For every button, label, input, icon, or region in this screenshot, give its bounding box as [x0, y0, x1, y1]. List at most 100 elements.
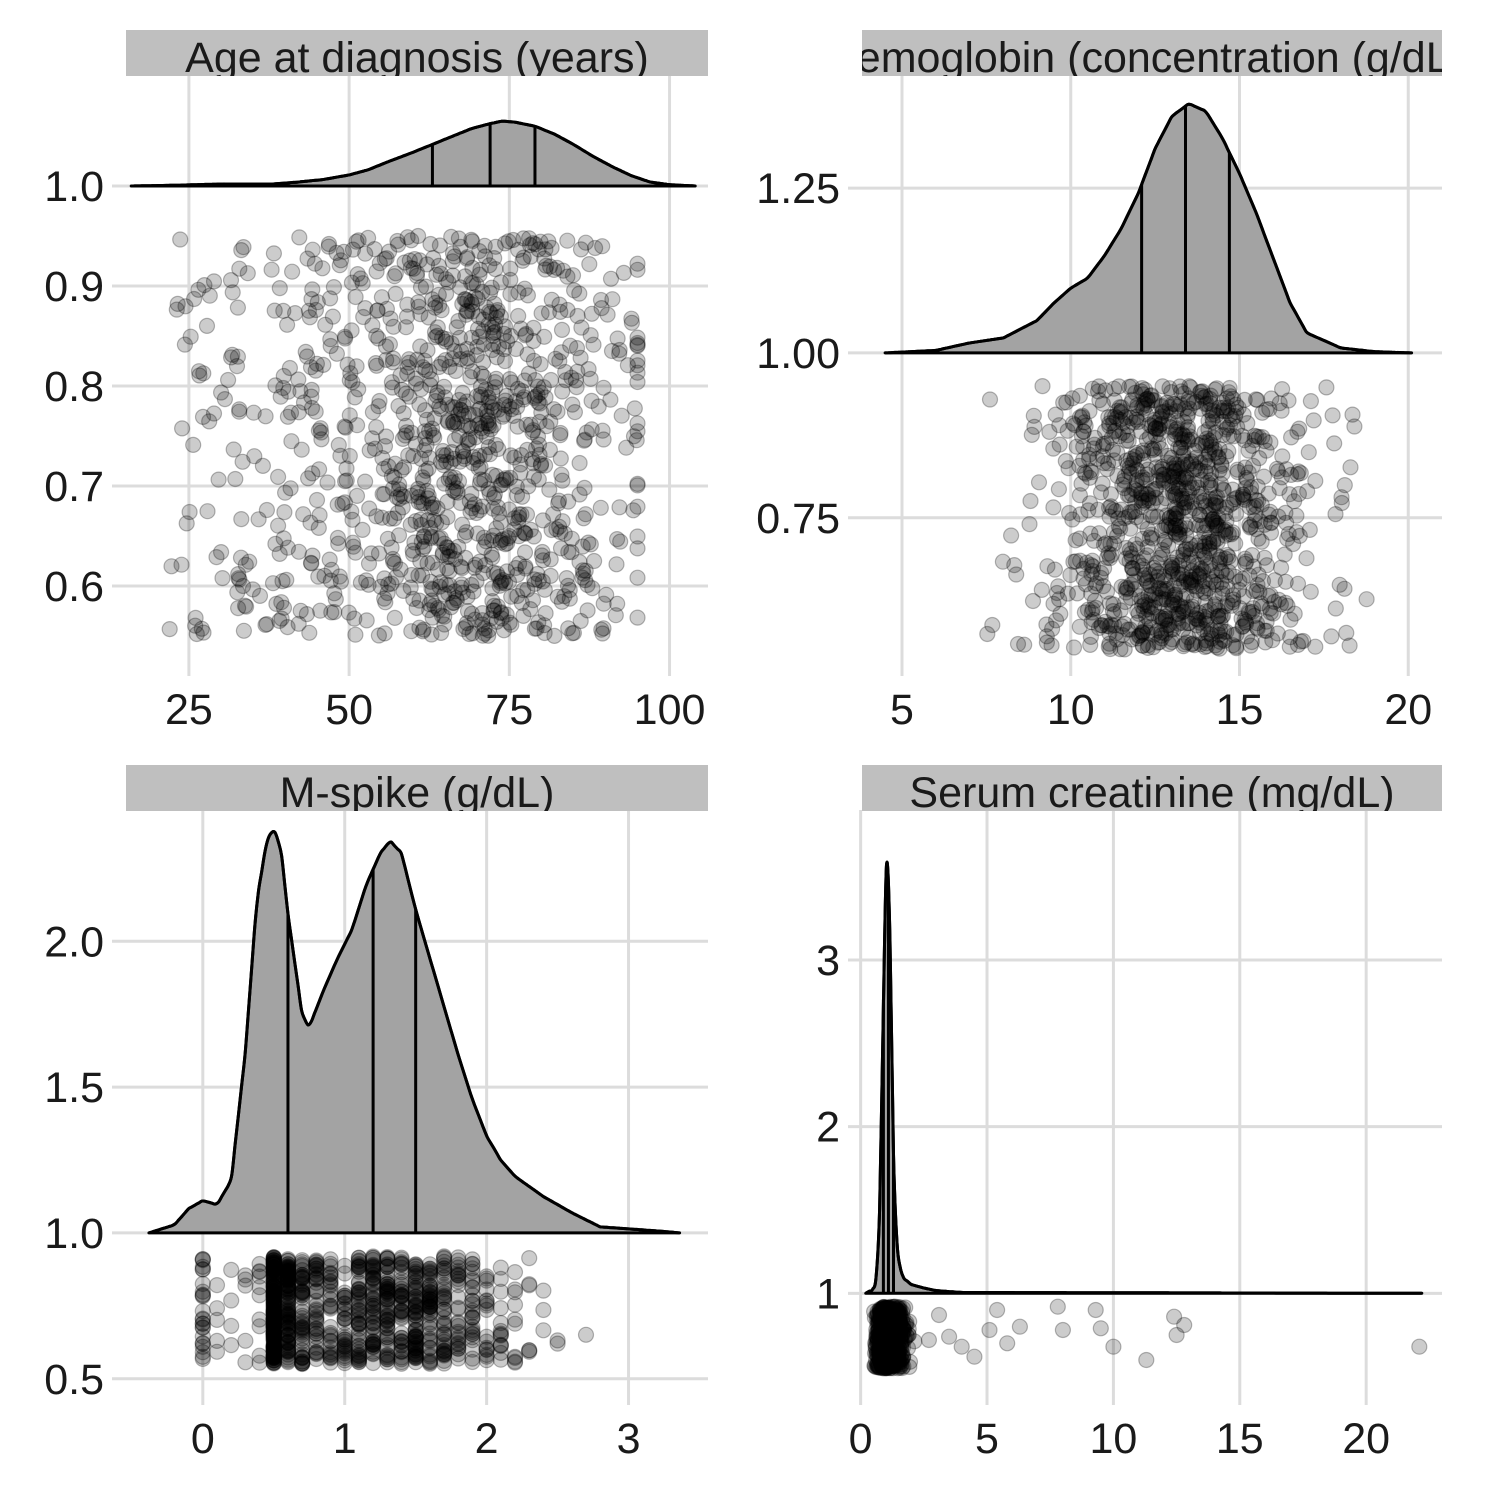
- data-point: [1045, 499, 1062, 516]
- data-point: [338, 472, 355, 489]
- data-point: [1305, 412, 1322, 429]
- data-point: [420, 309, 437, 326]
- data-point: [515, 581, 532, 599]
- y-tick-label: 0.75: [756, 495, 840, 543]
- data-point: [421, 363, 438, 380]
- data-point: [279, 408, 296, 425]
- data-point: [593, 300, 610, 317]
- data-point: [629, 423, 646, 440]
- data-point: [476, 539, 493, 556]
- data-point: [474, 616, 491, 633]
- data-point: [1158, 591, 1175, 608]
- data-point: [414, 469, 431, 486]
- data-point: [474, 604, 491, 622]
- data-point: [478, 403, 495, 420]
- data-point: [463, 231, 480, 248]
- facet-title: M-spike (g/dL): [280, 769, 555, 817]
- data-point: [562, 337, 579, 354]
- data-point: [1326, 435, 1343, 452]
- data-point: [574, 562, 591, 579]
- data-point: [495, 622, 513, 639]
- data-point: [1195, 492, 1213, 509]
- data-point: [579, 602, 596, 619]
- data-point: [400, 351, 418, 368]
- y-tick-label: 0.8: [44, 363, 104, 411]
- data-point: [182, 328, 199, 345]
- data-point: [395, 405, 412, 422]
- data-point: [507, 393, 524, 410]
- data-point: [229, 348, 246, 365]
- data-point: [571, 486, 588, 503]
- data-point: [531, 446, 548, 463]
- data-point: [406, 251, 423, 268]
- data-point: [230, 599, 247, 617]
- data-point: [1155, 470, 1172, 487]
- data-point: [619, 357, 637, 374]
- data-point: [1157, 625, 1174, 642]
- x-tick-label: 0: [849, 1415, 873, 1463]
- data-point: [489, 598, 506, 615]
- data-point: [1234, 488, 1251, 506]
- data-point: [930, 1306, 948, 1324]
- y-tick-label: 2.0: [44, 918, 104, 966]
- data-point: [443, 335, 460, 352]
- data-point: [521, 237, 539, 254]
- data-point: [1043, 637, 1060, 654]
- data-point: [459, 353, 476, 370]
- data-point: [230, 565, 247, 583]
- data-point: [485, 336, 502, 353]
- data-point: [466, 559, 483, 576]
- data-point: [471, 243, 488, 260]
- data-point: [213, 384, 230, 401]
- data-point: [1150, 463, 1168, 480]
- data-point: [1090, 378, 1108, 395]
- data-point: [430, 286, 447, 303]
- data-point: [441, 562, 458, 580]
- data-point: [443, 444, 460, 461]
- data-point: [458, 340, 476, 358]
- data-point: [231, 260, 248, 277]
- data-point: [368, 327, 385, 344]
- data-point: [481, 393, 498, 411]
- data-point: [884, 1350, 901, 1368]
- data-point: [501, 371, 518, 388]
- data-point: [302, 514, 319, 531]
- data-point: [194, 1311, 211, 1328]
- data-point: [422, 519, 439, 537]
- data-point: [233, 242, 250, 259]
- data-point: [508, 487, 526, 504]
- data-point: [510, 528, 528, 545]
- data-point: [543, 239, 560, 256]
- data-point: [572, 612, 589, 630]
- data-point: [450, 538, 467, 555]
- data-point: [412, 381, 430, 398]
- data-point: [251, 1287, 268, 1304]
- data-point: [593, 621, 610, 638]
- data-point: [279, 618, 296, 636]
- y-tick-label: 1.0: [44, 1210, 104, 1258]
- data-point: [1114, 424, 1132, 441]
- data-point: [1155, 466, 1172, 483]
- data-point: [279, 1277, 297, 1294]
- data-point: [484, 384, 501, 401]
- data-point: [423, 528, 440, 545]
- data-point: [1208, 494, 1225, 511]
- data-point: [1140, 597, 1157, 614]
- data-point: [1051, 417, 1068, 434]
- data-point: [629, 569, 646, 586]
- data-point: [350, 1249, 367, 1266]
- data-point: [1247, 391, 1265, 408]
- data-point: [391, 490, 408, 507]
- data-point: [483, 546, 500, 563]
- data-point: [475, 336, 492, 353]
- data-point: [450, 1299, 467, 1316]
- data-point: [1139, 392, 1157, 409]
- data-point: [310, 568, 327, 585]
- data-point: [290, 615, 307, 632]
- data-point: [472, 459, 489, 476]
- data-point: [484, 549, 501, 566]
- data-point: [1342, 459, 1359, 476]
- data-point: [1269, 625, 1286, 642]
- data-point: [594, 238, 611, 255]
- data-point: [499, 535, 516, 552]
